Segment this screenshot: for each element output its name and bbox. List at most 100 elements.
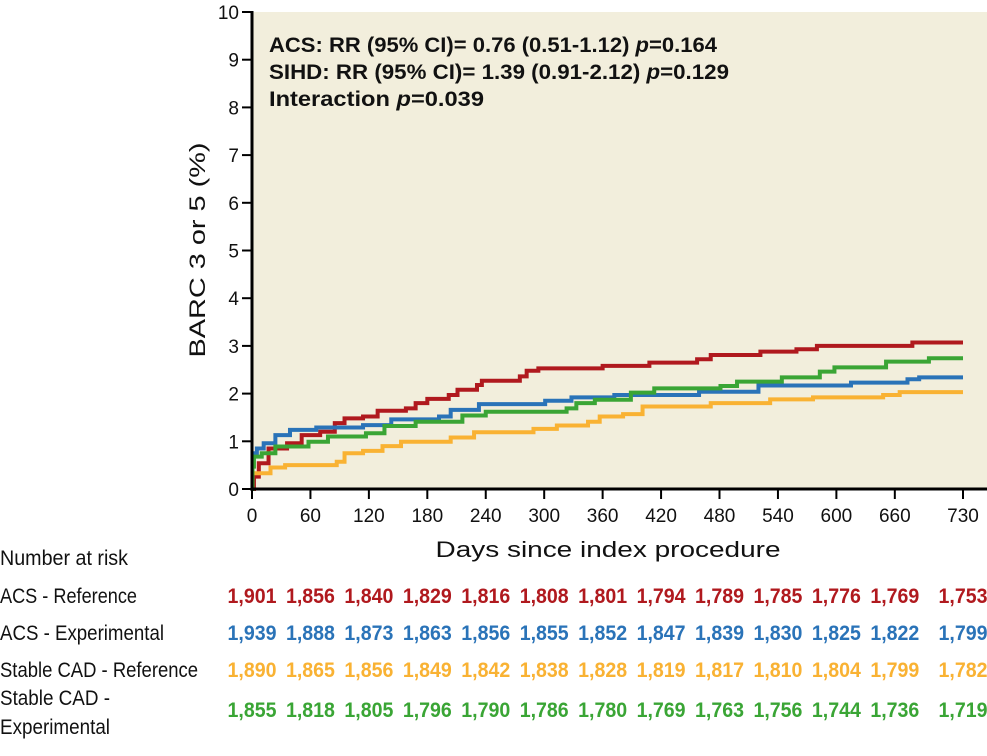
risk-value: 1,799 [870, 659, 919, 682]
risk-value: 1,842 [461, 659, 510, 682]
risk-value: 1,822 [870, 622, 919, 645]
risk-value: 1,863 [403, 622, 452, 645]
annotation-text: SIHD: RR (95% CI)= 1.39 (0.91-2.12) [269, 61, 647, 84]
annotation-text: ACS: RR (95% CI)= 0.76 (0.51-1.12) [269, 34, 636, 57]
series-line-1 [250, 375, 963, 491]
y-tick-label: 0 [228, 480, 239, 501]
x-axis-label: Days since index procedure [436, 537, 781, 562]
risk-value: 1,855 [228, 699, 277, 722]
annotation-line-0: ACS: RR (95% CI)= 0.76 (0.51-1.12) p=0.1… [269, 34, 717, 57]
x-tick-label: 540 [762, 506, 794, 527]
risk-value: 1,810 [753, 659, 802, 682]
risk-value: 1,856 [461, 622, 510, 645]
risk-value: 1,828 [578, 659, 627, 682]
risk-row-label: Stable CAD - [0, 687, 110, 710]
risk-value: 1,865 [286, 659, 335, 682]
risk-value: 1,786 [520, 699, 569, 722]
risk-value: 1,719 [939, 699, 987, 722]
curves [250, 340, 963, 491]
p-symbol: p [635, 34, 650, 57]
risk-value: 1,939 [228, 622, 277, 645]
risk-value: 1,763 [695, 699, 744, 722]
annotation-box: ACS: RR (95% CI)= 0.76 (0.51-1.12) p=0.1… [269, 34, 729, 111]
plot-background [252, 12, 987, 489]
risk-value: 1,804 [812, 659, 861, 682]
annotation-line-2: Interaction p=0.039 [269, 88, 484, 111]
annotation-line-1: SIHD: RR (95% CI)= 1.39 (0.91-2.12) p=0.… [269, 61, 729, 84]
x-tick-label: 180 [411, 506, 443, 527]
risk-value: 1,852 [578, 622, 627, 645]
risk-row-label: ACS - Experimental [0, 622, 164, 645]
x-tick-label: 420 [645, 506, 677, 527]
risk-value: 1,829 [403, 585, 452, 608]
risk-value: 1,801 [578, 585, 627, 608]
risk-value: 1,736 [870, 699, 919, 722]
series-line-2 [250, 390, 963, 491]
risk-value: 1,847 [637, 622, 686, 645]
risk-value: 1,819 [637, 659, 686, 682]
y-tick-label: 10 [218, 3, 239, 24]
risk-row-label: Experimental [0, 716, 110, 739]
risk-value: 1,794 [637, 585, 686, 608]
x-tick-label: 660 [879, 506, 911, 527]
risk-value: 1,873 [344, 622, 393, 645]
x-tick-label: 730 [947, 506, 979, 527]
risk-table-title: Number at risk [0, 547, 128, 570]
risk-value: 1,825 [812, 622, 861, 645]
risk-value: 1,769 [870, 585, 919, 608]
risk-value: 1,838 [520, 659, 569, 682]
y-tick-label: 8 [228, 98, 239, 119]
x-tick-label: 120 [353, 506, 385, 527]
x-tick-label: 360 [587, 506, 619, 527]
risk-value: 1,856 [344, 659, 393, 682]
x-tick-label: 240 [470, 506, 502, 527]
annotation-value: =0.164 [649, 34, 717, 57]
axes: 0 1 2 3 4 5 6 7 8 9 10 0 60 120 180 240 300 360 420 480 540 6… [218, 3, 987, 527]
risk-value: 1,744 [812, 699, 861, 722]
series-line-0 [251, 340, 963, 491]
x-tick-label: 60 [300, 506, 321, 527]
annotation-value: =0.129 [660, 61, 729, 84]
risk-row-label: Stable CAD - Reference [0, 659, 198, 682]
x-tick-label: 0 [247, 506, 258, 527]
risk-value: 1,782 [939, 659, 987, 682]
risk-value: 1,805 [344, 699, 393, 722]
y-tick-label: 4 [228, 289, 239, 310]
risk-value: 1,808 [520, 585, 569, 608]
risk-value: 1,890 [228, 659, 277, 682]
risk-value: 1,855 [520, 622, 569, 645]
risk-value: 1,840 [344, 585, 393, 608]
p-symbol: p [395, 88, 411, 111]
risk-value: 1,753 [939, 585, 987, 608]
y-tick-label: 3 [228, 337, 239, 358]
annotation-value: =0.039 [411, 88, 484, 111]
risk-row-label: ACS - Reference [0, 585, 137, 608]
risk-value: 1,769 [637, 699, 686, 722]
y-tick-label: 5 [228, 242, 239, 263]
x-tick-label: 300 [528, 506, 560, 527]
annotation-text: Interaction [269, 88, 397, 111]
risk-value: 1,789 [695, 585, 744, 608]
risk-value: 1,799 [939, 622, 987, 645]
risk-value: 1,756 [753, 699, 802, 722]
risk-value: 1,785 [753, 585, 802, 608]
y-tick-label: 6 [228, 194, 239, 215]
risk-value: 1,839 [695, 622, 744, 645]
y-tick-label: 7 [228, 146, 239, 167]
series-line-3 [250, 356, 963, 491]
risk-table: Number at risk ACS - Reference 1,901 1,856 1… [0, 547, 987, 739]
risk-value: 1,856 [286, 585, 335, 608]
x-tick-label: 600 [821, 506, 853, 527]
risk-value: 1,901 [228, 585, 277, 608]
y-axis-label: BARC 3 or 5 (%) [185, 143, 210, 358]
risk-value: 1,780 [578, 699, 627, 722]
risk-value: 1,818 [286, 699, 335, 722]
risk-value: 1,849 [403, 659, 452, 682]
risk-value: 1,790 [461, 699, 510, 722]
risk-value: 1,817 [695, 659, 744, 682]
x-tick-label: 480 [704, 506, 736, 527]
risk-value: 1,776 [812, 585, 861, 608]
risk-value: 1,816 [461, 585, 510, 608]
risk-value: 1,830 [753, 622, 802, 645]
